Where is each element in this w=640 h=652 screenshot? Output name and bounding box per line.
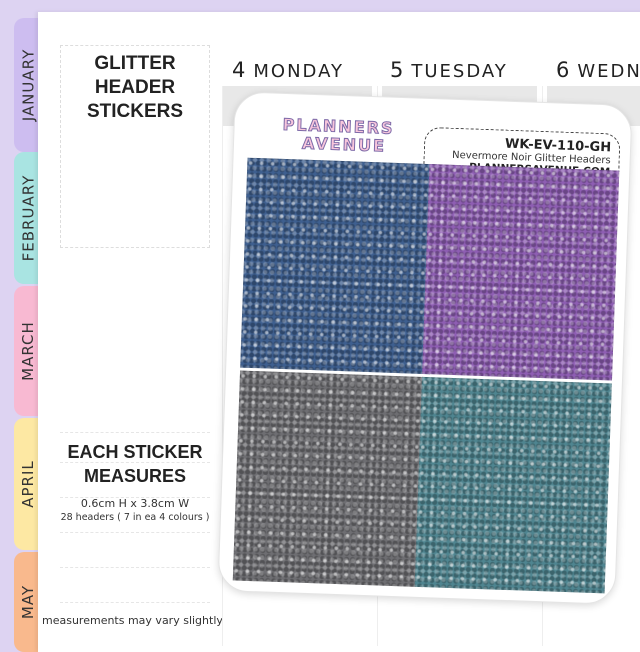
day-header: 5 TUESDAY <box>390 58 508 82</box>
title-line: STICKERS <box>86 101 184 122</box>
tab-may[interactable]: MAY <box>14 552 42 652</box>
tab-april[interactable]: APRIL <box>14 418 42 550</box>
measures-block: EACH STICKER MEASURES 0.6cm H x 3.8cm W … <box>40 440 230 523</box>
title-panel: GLITTER HEADER STICKERS <box>60 45 210 248</box>
measures-title: EACH STICKER <box>67 442 203 462</box>
note-text: measurements may vary slightly <box>42 614 223 627</box>
tab-february[interactable]: FEBRUARY <box>14 152 42 284</box>
size-text: 0.6cm H x 3.8cm W <box>80 497 190 510</box>
day-header: 6 WEDN <box>556 58 640 82</box>
measures-title: MEASURES <box>83 466 186 486</box>
glitter-sticker-teal <box>414 376 612 594</box>
sticker-sheet: PLANNERS AVENUE WK-EV-110-GH Nevermore No… <box>217 91 633 605</box>
glitter-sticker-blue <box>240 157 438 375</box>
glitter-sticker-gray <box>232 370 430 588</box>
planners-avenue-logo: PLANNERS AVENUE <box>282 114 395 156</box>
title-line: HEADER <box>94 77 176 98</box>
title-line: GLITTER <box>94 53 176 74</box>
count-text: 28 headers ( 7 in ea 4 colours ) <box>60 512 210 523</box>
day-header: 4 MONDAY <box>232 58 344 82</box>
glitter-sticker-purple <box>422 164 620 381</box>
tab-january[interactable]: JANUARY <box>14 18 42 152</box>
tab-march[interactable]: MARCH <box>14 286 42 416</box>
